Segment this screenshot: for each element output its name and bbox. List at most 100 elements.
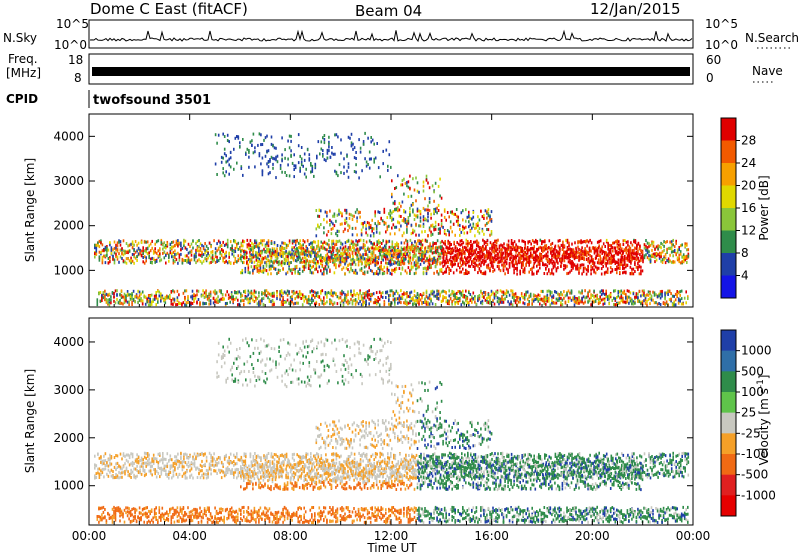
range-cell (678, 260, 680, 264)
range-cell (141, 290, 144, 294)
range-cell (451, 289, 453, 293)
range-cell (498, 302, 500, 306)
range-cell (145, 247, 147, 251)
range-cell (348, 270, 351, 274)
range-cell (262, 270, 265, 274)
range-cell (597, 258, 600, 262)
range-cell (643, 291, 645, 295)
range-cell (124, 251, 126, 255)
range-cell (422, 255, 425, 259)
range-cell (350, 248, 352, 252)
range-cell (280, 255, 283, 258)
range-cell (635, 247, 638, 251)
range-cell (535, 254, 537, 257)
range-cell (657, 247, 659, 251)
range-cell (149, 297, 151, 301)
range-cell (342, 252, 345, 256)
range-cell (475, 253, 478, 257)
range-cell (398, 263, 401, 267)
range-cell (534, 255, 537, 259)
range-cell (267, 160, 270, 163)
range-cell (142, 252, 144, 256)
range-cell (567, 247, 570, 251)
range-cell (312, 250, 315, 254)
range-cell (655, 258, 658, 262)
range-cell (138, 298, 141, 302)
range-cell (428, 258, 431, 262)
range-cell (593, 251, 596, 255)
range-cell (385, 256, 387, 260)
range-cell (528, 300, 530, 303)
range-cell (338, 296, 340, 300)
range-cell (222, 171, 224, 175)
range-cell (295, 301, 298, 305)
range-cell (581, 289, 583, 293)
range-cell (382, 239, 384, 243)
range-cell (622, 252, 624, 256)
range-cell (466, 270, 469, 274)
range-cell (576, 301, 579, 305)
range-cell (471, 300, 473, 304)
range-cell (194, 294, 197, 298)
range-cell (264, 250, 266, 254)
range-cell (562, 246, 564, 250)
range-cell (266, 248, 268, 252)
range-cell (268, 265, 271, 269)
range-cell (251, 246, 253, 250)
range-cell (400, 259, 402, 263)
range-cell (437, 289, 440, 293)
range-cell (622, 296, 624, 300)
range-cell (258, 303, 260, 307)
range-cell (670, 297, 672, 301)
range-cell (499, 259, 502, 263)
range-cell (163, 256, 166, 260)
range-cell (273, 250, 275, 254)
range-cell (482, 238, 484, 242)
range-cell (273, 261, 275, 265)
range-cell (115, 246, 117, 250)
range-cell (181, 246, 184, 250)
range-cell (630, 252, 632, 255)
range-cell (388, 268, 390, 272)
range-cell (487, 255, 490, 259)
range-cell (459, 257, 462, 261)
range-cell (465, 257, 467, 261)
range-cell (198, 258, 200, 262)
range-cell (596, 294, 598, 298)
range-cell (475, 247, 478, 251)
range-cell (215, 297, 218, 301)
range-cell (237, 259, 240, 263)
range-cell (125, 261, 128, 265)
range-cell (686, 243, 688, 247)
range-cell (383, 265, 386, 269)
range-cell (300, 258, 302, 262)
range-cell (175, 252, 178, 256)
range-cell (147, 296, 150, 300)
range-cell (168, 259, 170, 263)
range-cell (216, 249, 218, 253)
range-cell (265, 260, 268, 264)
range-cell (526, 256, 529, 259)
range-cell (261, 297, 263, 301)
range-cell (538, 258, 540, 262)
range-cell (193, 300, 195, 303)
range-cell (326, 242, 329, 246)
range-cell (369, 261, 372, 265)
range-cell (511, 247, 514, 251)
range-cell (362, 292, 364, 295)
range-cell (527, 257, 529, 261)
range-cell (309, 290, 312, 294)
range-cell (341, 267, 343, 271)
range-cell (512, 257, 514, 261)
range-cell (580, 239, 582, 243)
range-cell (480, 289, 482, 293)
range-cell (642, 256, 644, 260)
range-cell (157, 249, 160, 253)
range-cell (247, 293, 250, 297)
range-cell (481, 255, 484, 259)
range-cell (599, 297, 601, 301)
range-cell (480, 270, 482, 274)
range-cell (227, 293, 230, 297)
range-cell (442, 264, 444, 268)
range-cell (505, 295, 508, 298)
